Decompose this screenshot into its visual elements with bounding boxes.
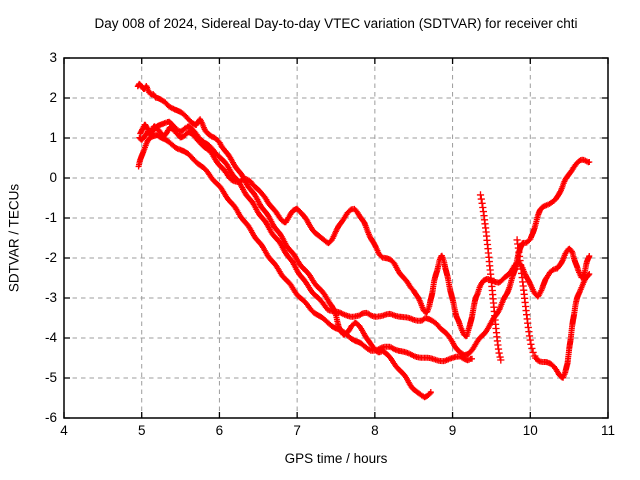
plot-border bbox=[63, 57, 609, 419]
x-tick-label: 11 bbox=[600, 423, 615, 438]
x-tick-label: 4 bbox=[60, 423, 68, 438]
trace-6 bbox=[513, 236, 540, 362]
y-tick-label: 1 bbox=[49, 130, 57, 145]
x-tick-label: 5 bbox=[137, 423, 146, 438]
x-tick-label: 9 bbox=[448, 423, 457, 438]
y-tick-label: 3 bbox=[49, 50, 57, 65]
y-tick-label: -3 bbox=[44, 290, 57, 305]
y-tick-label: -4 bbox=[44, 330, 57, 345]
chart-title: Day 008 of 2024, Sidereal Day-to-day VTE… bbox=[94, 16, 578, 31]
y-axis-label: SDTVAR / TECUs bbox=[6, 183, 22, 293]
y-tick-label: -6 bbox=[44, 410, 57, 425]
axis-ticks bbox=[63, 57, 609, 419]
trace-7 bbox=[532, 271, 593, 381]
data-series bbox=[134, 80, 593, 401]
y-tick-label: -2 bbox=[44, 250, 57, 265]
grid-lines bbox=[64, 58, 608, 418]
y-tick-label: 2 bbox=[49, 90, 57, 105]
trace-3 bbox=[137, 121, 593, 340]
trace-5 bbox=[476, 191, 505, 364]
x-axis-label: GPS time / hours bbox=[284, 451, 388, 466]
y-tick-label: 0 bbox=[49, 170, 57, 185]
x-tick-label: 7 bbox=[293, 423, 301, 438]
x-tick-label: 10 bbox=[522, 423, 538, 438]
trace-2 bbox=[136, 118, 593, 359]
trace-4 bbox=[135, 132, 475, 365]
x-tick-label: 6 bbox=[215, 423, 224, 438]
x-tick-label: 8 bbox=[371, 423, 379, 438]
y-tick-label: -1 bbox=[44, 210, 57, 225]
y-tick-label: -5 bbox=[44, 370, 57, 385]
